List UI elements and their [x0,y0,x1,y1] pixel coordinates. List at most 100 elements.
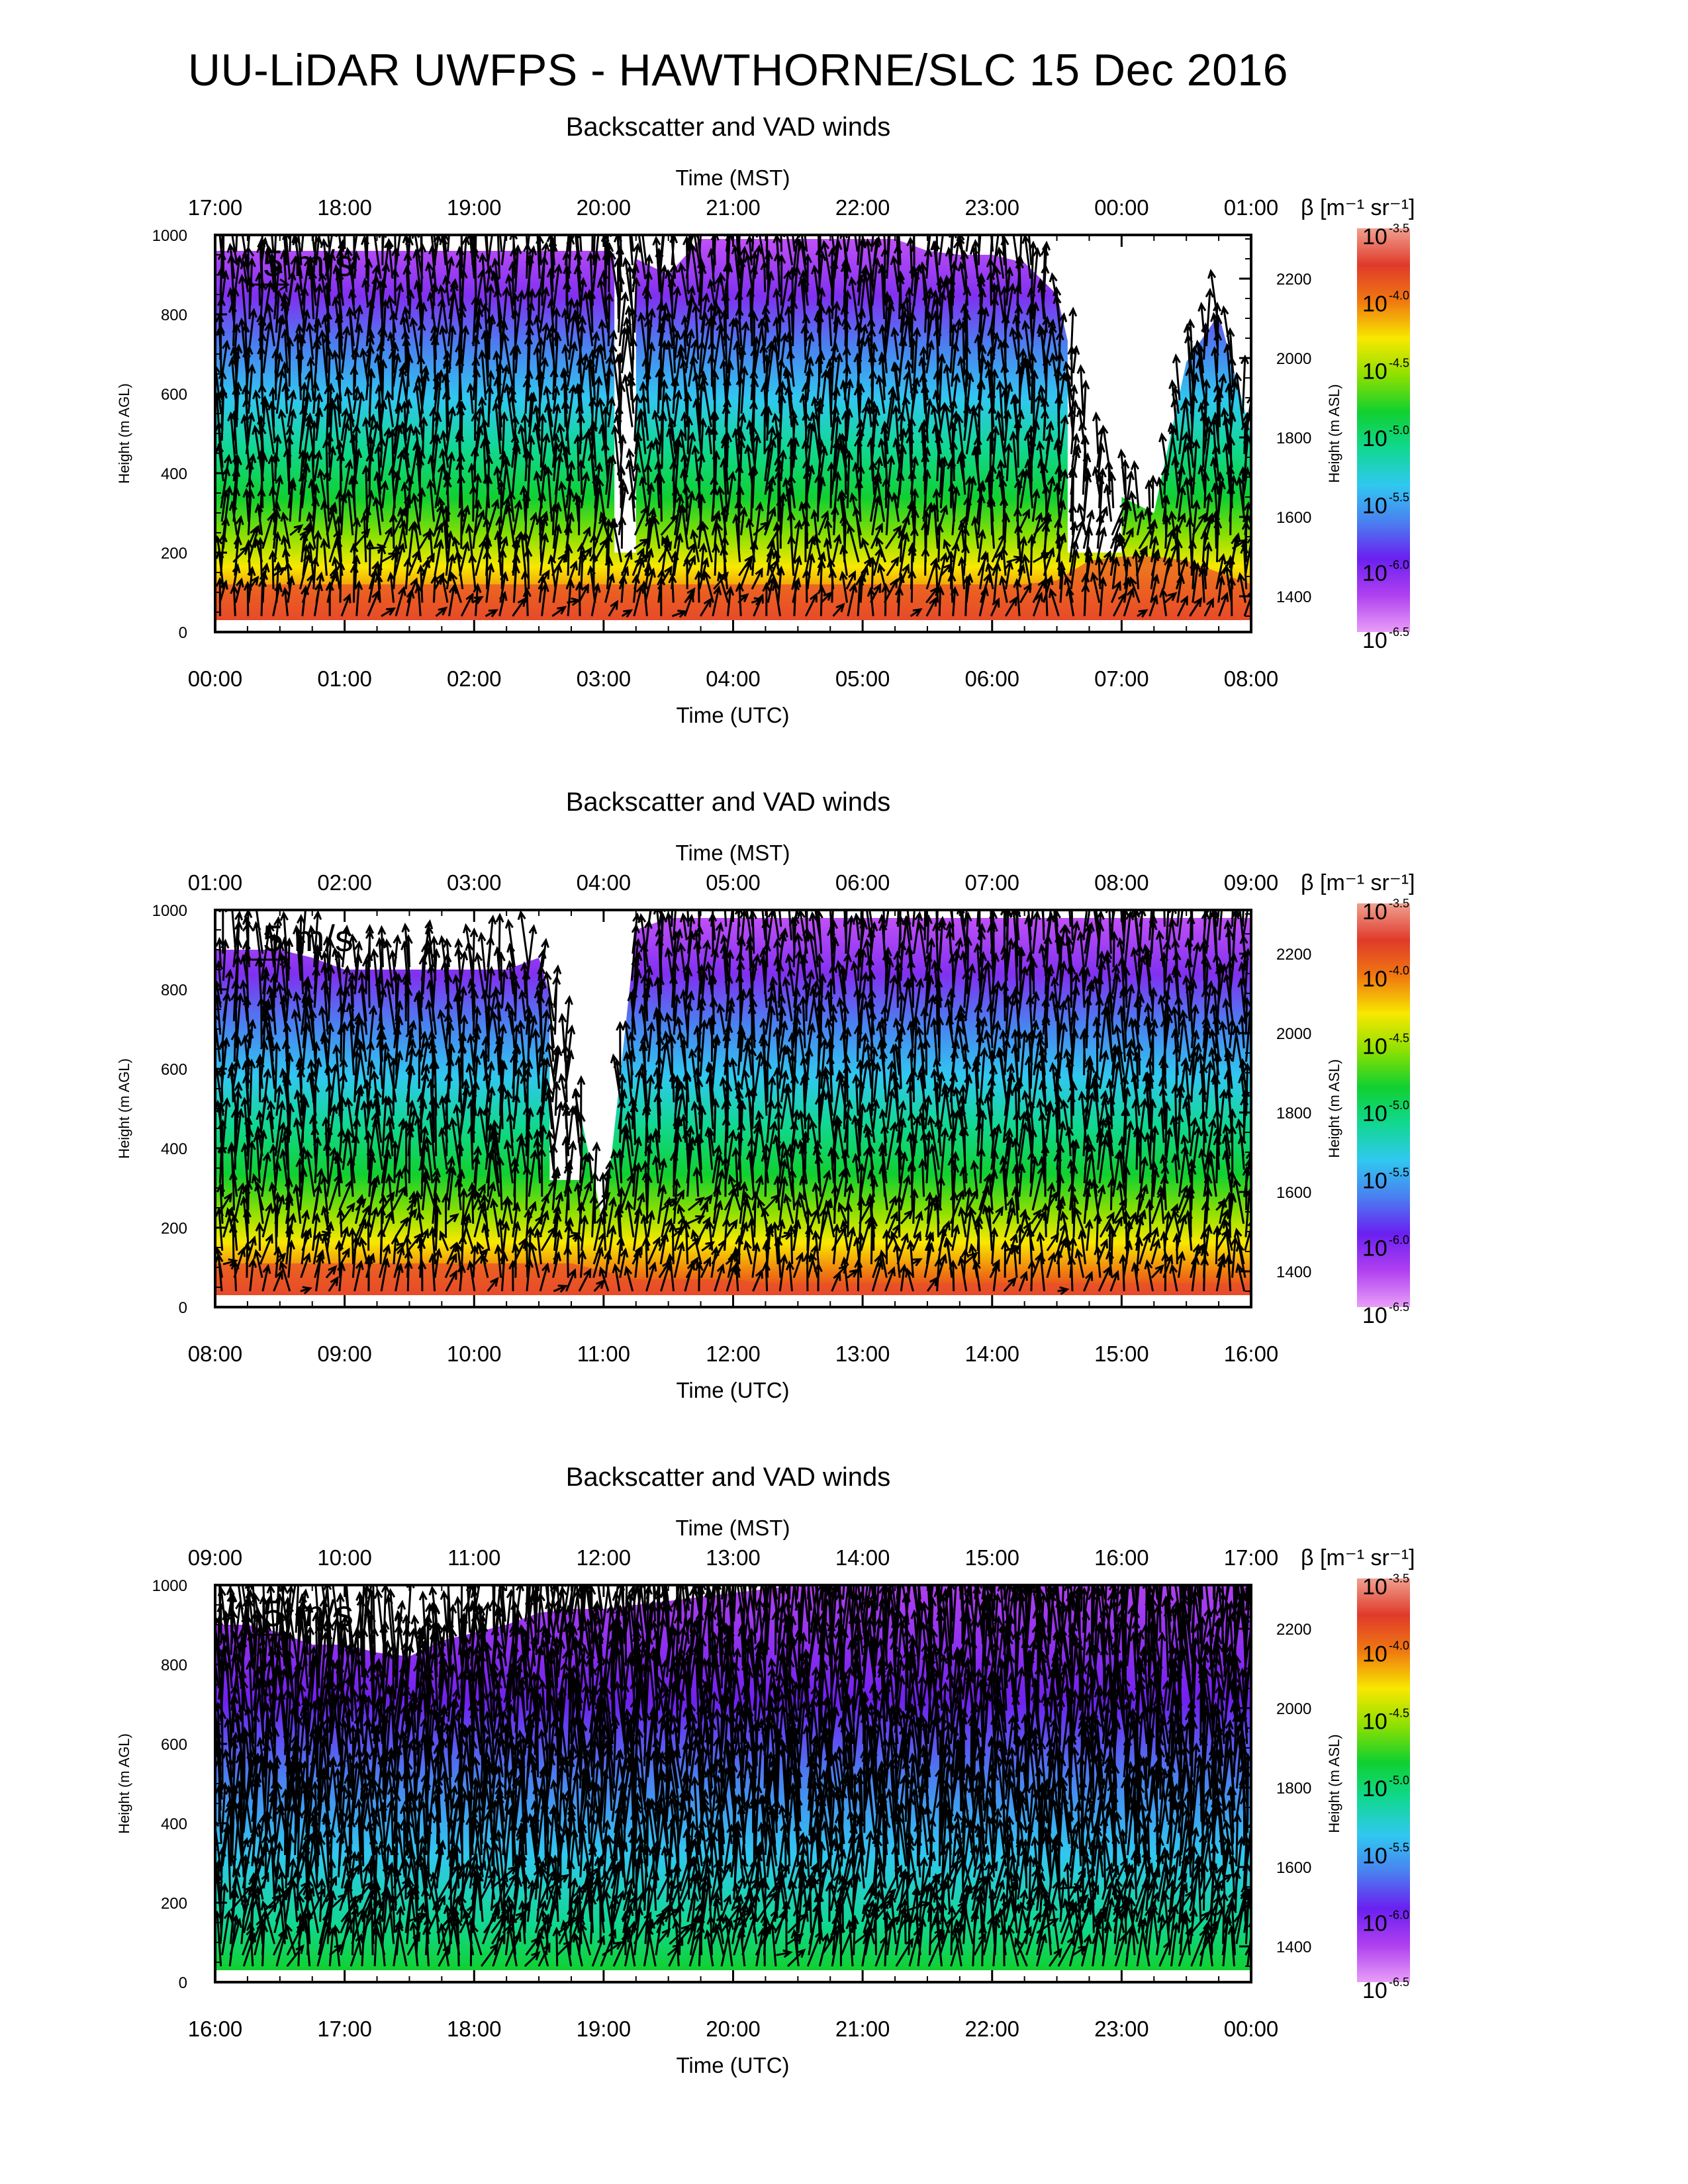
wind-arrow [1191,941,1201,981]
wind-arrow [275,1084,284,1116]
wind-arrow [1043,547,1055,576]
wind-arrow [359,347,369,387]
wind-arrow [340,1623,352,1689]
wind-arrow [1076,502,1087,535]
wind-arrow [926,235,931,252]
wind-arrow [457,950,469,995]
wind-arrow [645,1073,655,1130]
wind-arrow [673,285,682,320]
wind-arrow [275,1252,287,1265]
wind-arrow [1037,384,1047,414]
wind-arrow [1012,235,1021,279]
wind-arrow [1207,1149,1217,1197]
wind-arrow [822,1066,833,1116]
wind-arrow [872,1062,882,1103]
wind-arrow [845,1226,857,1265]
wind-arrow [882,910,885,940]
wind-arrow [773,521,782,563]
wind-arrow [283,1741,299,1811]
wind-arrow [446,1156,455,1184]
wind-arrow [1231,910,1241,940]
wind-arrow [430,935,439,981]
wind-arrow [664,946,676,995]
wind-arrow [520,961,529,995]
colorbar [1357,228,1410,632]
wind-arrow [381,235,385,252]
wind-arrow [229,1917,242,1956]
wind-arrow [588,396,597,441]
wind-arrow [273,916,283,954]
wind-arrow [1082,509,1095,549]
wind-arrow [843,1099,853,1143]
wind-arrow [400,481,410,522]
x-tick-label: 13:00 [835,1342,890,1366]
wind-arrow [222,235,225,279]
wind-arrow [878,1249,888,1278]
wind-arrow [610,424,621,482]
wind-arrow [332,296,341,333]
wind-arrow [900,1209,914,1224]
wind-arrow [622,1020,634,1075]
wind-arrow [263,1001,275,1049]
wind-arrow [418,1590,428,1655]
wind-arrow [1004,1127,1013,1157]
wind-arrow [1049,588,1060,617]
wind-arrow [383,938,395,995]
wind-arrow [1049,1062,1059,1116]
wind-arrow [833,1115,847,1170]
wind-arrow [354,304,363,333]
wind-arrow [419,1030,428,1062]
wind-arrow [392,1185,406,1211]
wind-arrow [466,383,475,414]
wind-arrow [925,286,935,320]
wind-arrow [984,960,993,1008]
wind-arrow [989,1259,1000,1279]
wind-arrow [717,571,729,604]
wind-arrow [248,575,259,590]
wind-arrow [1015,409,1025,441]
wind-arrow [454,938,463,968]
wind-arrow [461,235,471,293]
wind-arrow [1169,1263,1178,1292]
wind-arrow [708,910,717,940]
wind-arrow [301,1209,310,1238]
wind-arrow [943,538,954,563]
wind-arrow [274,1121,287,1170]
wind-arrow [595,477,606,522]
wind-arrow [700,292,710,333]
wind-arrow [458,985,467,1022]
wind-arrow [999,1029,1008,1062]
wind-arrow [289,524,304,536]
wind-arrow [304,1149,316,1197]
wind-arrow [381,1210,393,1238]
wind-arrow [688,242,700,293]
wind-arrow [226,242,236,279]
wind-arrow [823,518,833,549]
wind-arrow [970,516,980,549]
wind-arrow [526,924,538,981]
wind-arrow [1197,301,1207,333]
wind-arrow [580,471,590,509]
wind-arrow [568,1140,577,1183]
wind-arrow [534,288,543,320]
wind-arrow [1011,1028,1020,1075]
wind-arrow [314,1167,325,1210]
wind-arrow [1166,910,1170,940]
wind-arrow [752,433,762,482]
wind-arrow [842,235,849,265]
y2-tick-label: 1600 [1276,1184,1311,1202]
wind-arrow [327,235,331,252]
wind-arrow [273,1662,285,1711]
wind-arrow [320,238,329,279]
wind-arrow [275,1884,286,1944]
wind-arrow [544,1091,554,1130]
wind-arrow [673,1189,684,1211]
wind-arrow [469,927,479,981]
wind-arrow [581,547,592,563]
wind-arrow [854,235,859,252]
wind-arrow [231,1800,244,1866]
wind-arrow [717,271,727,306]
y2-axis-label: Height (m ASL) [1326,384,1342,482]
